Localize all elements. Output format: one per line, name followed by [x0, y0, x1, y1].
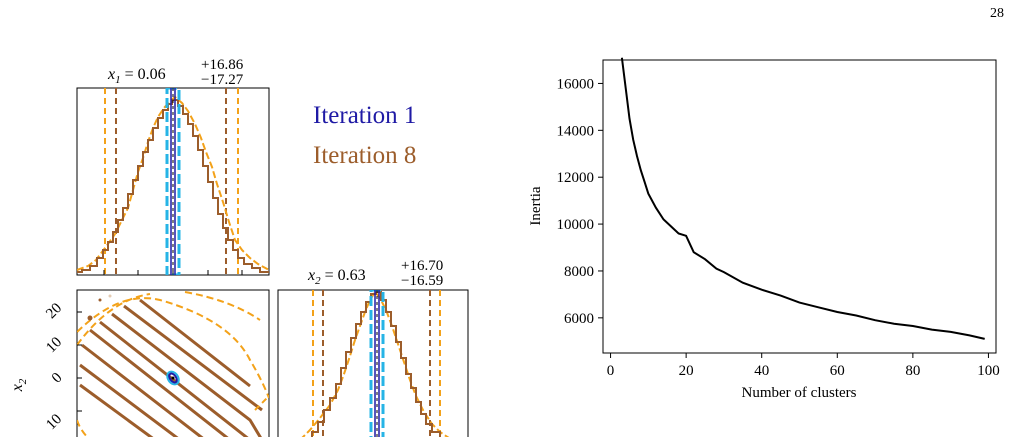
x1-title: x1 = 0.06 [107, 66, 166, 86]
y-axis-label: x2 [9, 378, 29, 392]
x-tick-label: 40 [754, 363, 769, 379]
x1-histogram-panel [76, 87, 270, 276]
x2-title-minus: −16.59 [401, 273, 443, 289]
x-axis-label: Number of clusters [742, 385, 857, 401]
page-number: 28 [990, 6, 1004, 21]
y-tick-label: 16000 [557, 76, 595, 92]
y-tick-label: 6000 [564, 311, 594, 327]
y-tick-label: 14000 [557, 123, 595, 139]
y-tick-label: 8000 [564, 264, 594, 280]
legend-iteration-8: Iteration 8 [313, 142, 417, 169]
plot-frame [602, 59, 997, 354]
x-tick-label: 20 [679, 363, 694, 379]
x1-title-plus: +16.86 [201, 57, 244, 73]
x2-title: x2 = 0.63 [307, 267, 366, 287]
legend-iteration-1: Iteration 1 [313, 102, 417, 129]
inertia-line [620, 57, 985, 340]
x-tick-label: 0 [607, 363, 615, 379]
x2-histogram-panel [277, 289, 469, 437]
x-tick-label: 100 [977, 363, 1000, 379]
y-tick-label: 12000 [557, 170, 595, 186]
axis-ticks: 0 20 40 60 80 100 6000 8000 10000 12000 14000 16000 [557, 76, 1000, 379]
y-tick-label: 10000 [557, 217, 595, 233]
x1-title-minus: −17.27 [201, 72, 244, 88]
x2-title-plus: +16.70 [401, 258, 443, 274]
x-tick-label: 80 [905, 363, 920, 379]
corner-plot: x1 = 0.06 +16.86 −17.27 [9, 57, 469, 437]
x-tick-label: 60 [830, 363, 845, 379]
y-axis-label: Inertia [528, 186, 544, 225]
